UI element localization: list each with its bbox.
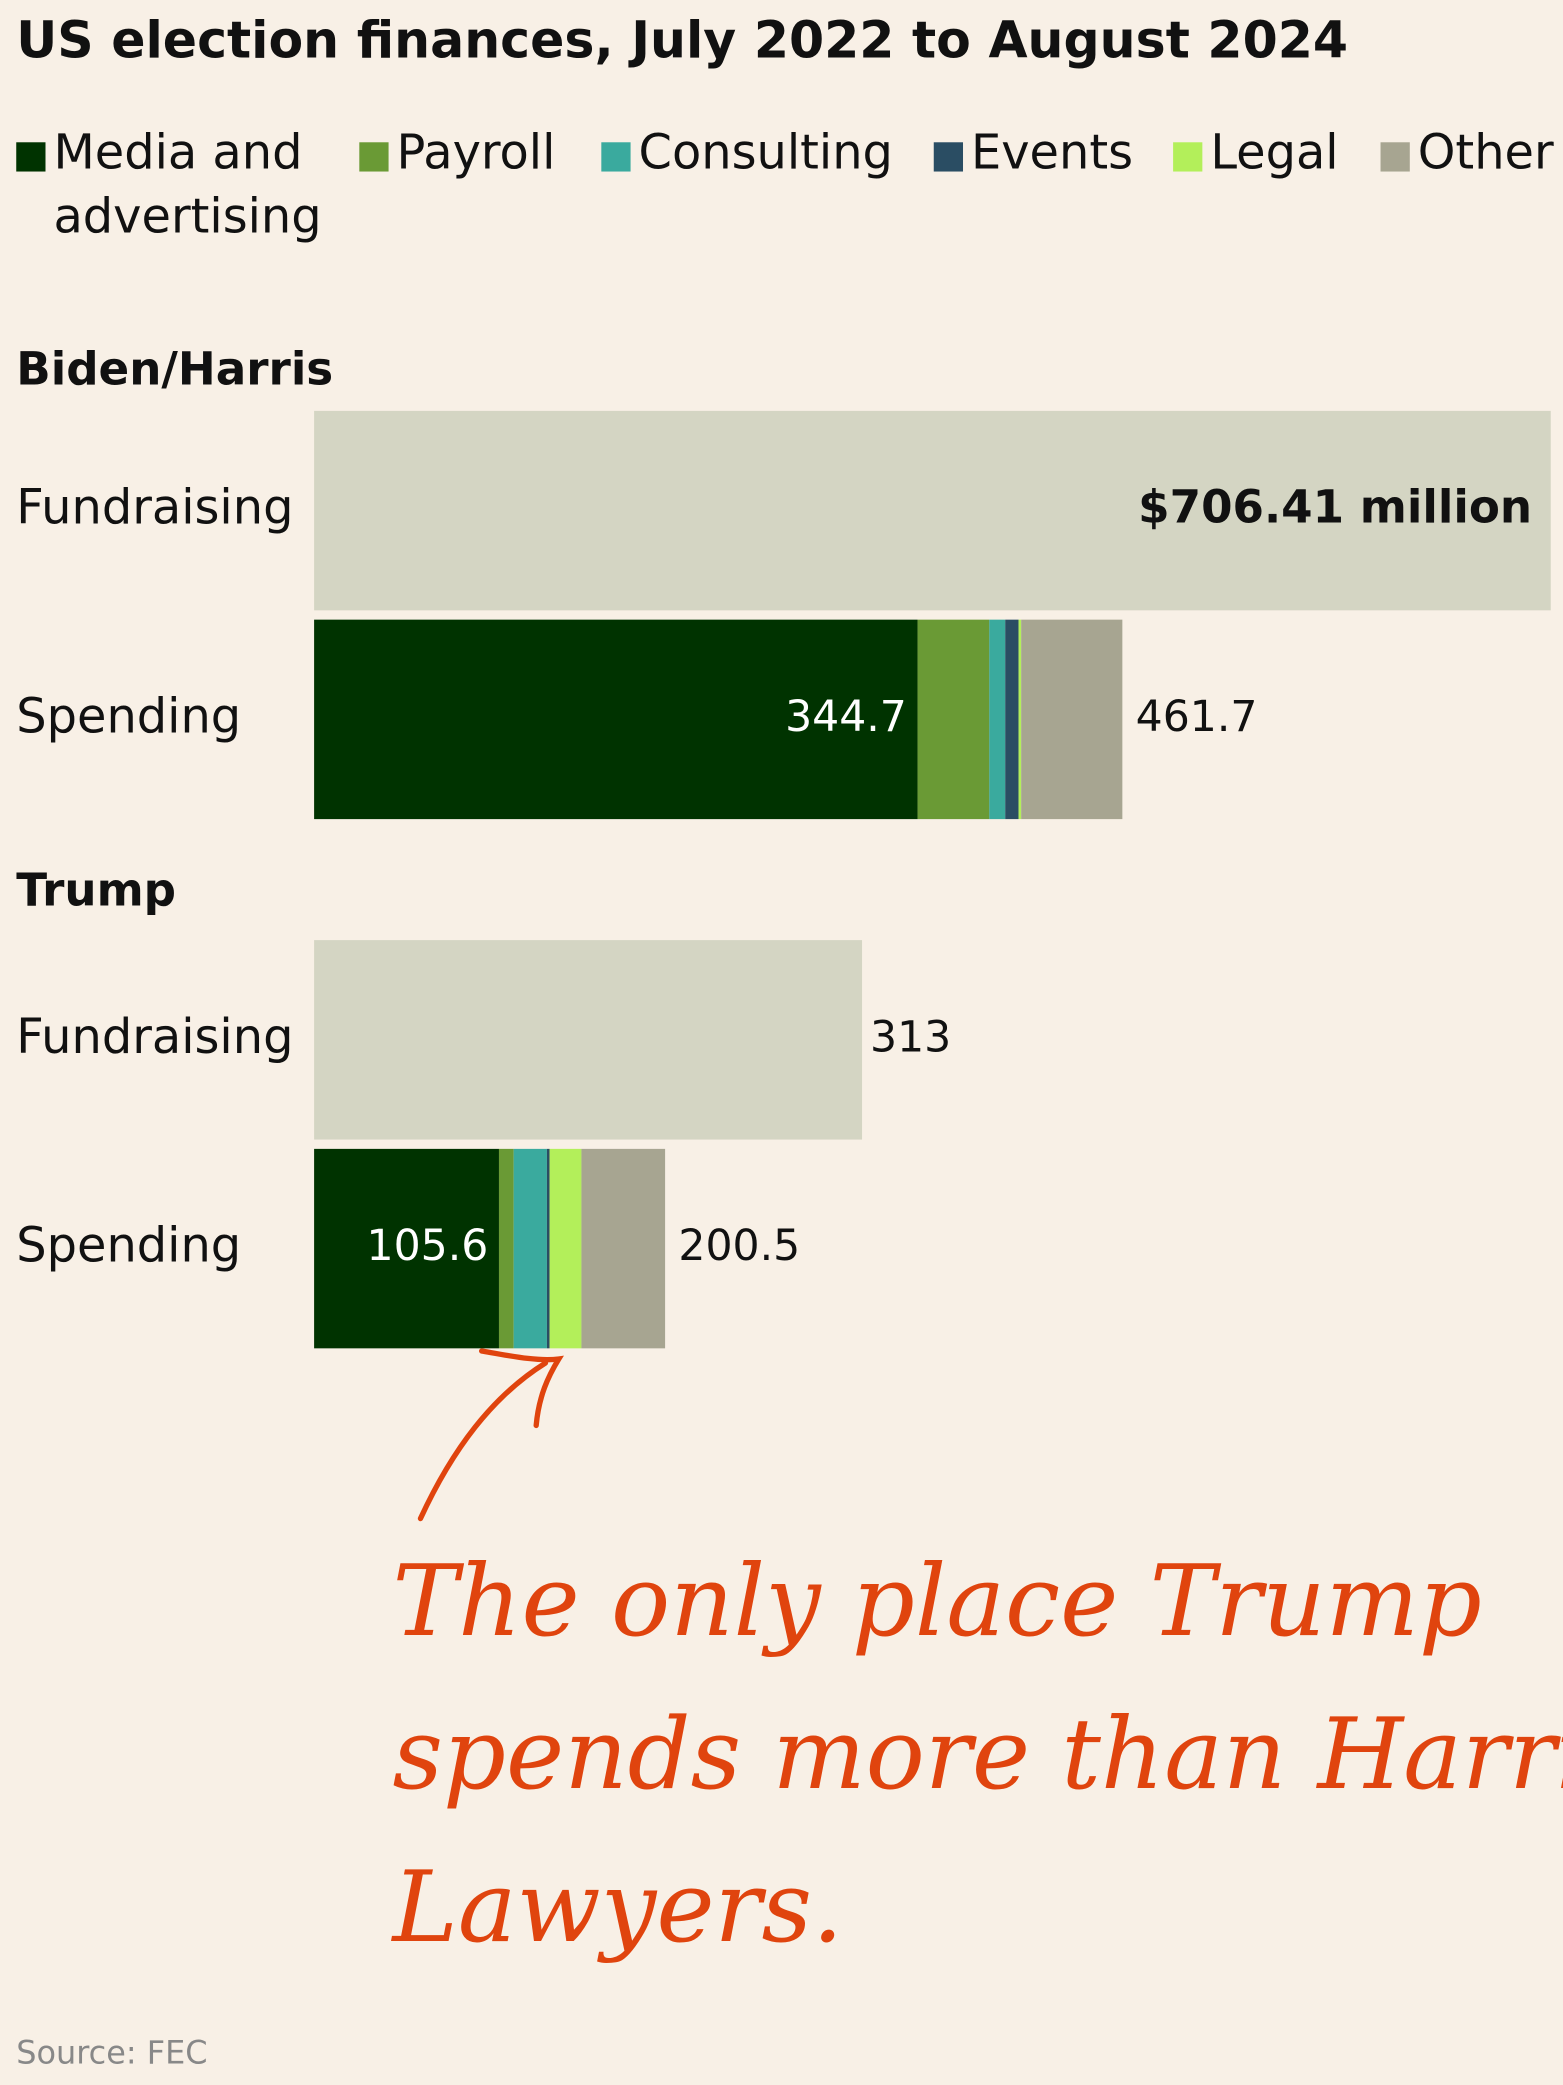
legend-swatch xyxy=(359,142,389,172)
fundraising-bar xyxy=(314,410,1551,611)
legend-label: Legal xyxy=(1210,126,1338,181)
group-label: Biden/Harris xyxy=(16,342,333,395)
spending-segment xyxy=(498,1148,514,1349)
spending-total-label: 200.5 xyxy=(678,1222,800,1271)
segment-label: 344.7 xyxy=(785,693,907,742)
spending-segment xyxy=(1005,619,1019,820)
annotation-arrow xyxy=(417,1348,564,1522)
fundraising-label: 313 xyxy=(870,1013,951,1062)
legend-swatch xyxy=(16,142,46,172)
spending-segment xyxy=(549,1148,582,1349)
spending-segment xyxy=(314,619,918,820)
spending-segment xyxy=(513,1148,547,1349)
annotation: Lawyers. xyxy=(391,1851,844,1965)
legend-swatch xyxy=(601,142,631,172)
legend-swatch xyxy=(1173,142,1203,172)
legend-swatch xyxy=(933,142,964,172)
annotation: spends more than Harris? xyxy=(393,1698,1563,1812)
row-label: Spending xyxy=(16,689,241,744)
row-label: Fundraising xyxy=(16,481,293,536)
chart-title: US election finances, July 2022 to Augus… xyxy=(16,10,1348,69)
segment-label: 105.6 xyxy=(367,1222,489,1271)
legend-label: Media and advertising xyxy=(53,126,321,245)
spending-segment xyxy=(1018,619,1022,820)
annotation: The only place Trump xyxy=(393,1545,1482,1659)
legend-label: Other xyxy=(1418,126,1554,181)
spending-segment xyxy=(989,619,1006,820)
legend-line: Media and xyxy=(53,126,302,181)
spending-segment xyxy=(314,1148,499,1349)
group-label: Trump xyxy=(16,864,176,917)
spending-segment xyxy=(917,619,990,820)
legend-label: Events xyxy=(971,126,1133,181)
source: Source: FEC xyxy=(16,2033,207,2071)
fundraising-bar xyxy=(314,940,863,1140)
legend-label: Payroll xyxy=(397,126,556,181)
fundraising-label: $706.41 million xyxy=(1138,481,1532,534)
legend-swatch xyxy=(1380,142,1410,172)
spending-segment xyxy=(581,1148,666,1349)
row-label: Fundraising xyxy=(16,1010,293,1065)
row-label: Spending xyxy=(16,1219,241,1274)
legend-line: advertising xyxy=(53,189,321,244)
spending-segment xyxy=(1021,619,1123,820)
spending-segment xyxy=(546,1148,550,1349)
legend-label: Consulting xyxy=(639,126,893,181)
spending-total-label: 461.7 xyxy=(1136,693,1258,742)
